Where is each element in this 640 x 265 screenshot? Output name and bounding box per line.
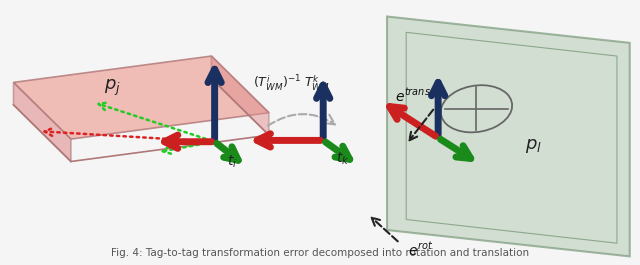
Text: $p_l$: $p_l$ [525, 137, 542, 155]
Polygon shape [13, 82, 71, 161]
Polygon shape [387, 16, 630, 257]
Text: $t_k$: $t_k$ [336, 151, 349, 167]
Text: $p_j$: $p_j$ [104, 78, 121, 98]
Text: $e^{trans}$: $e^{trans}$ [395, 87, 431, 104]
Text: $t_i$: $t_i$ [227, 154, 237, 170]
Text: Fig. 4: Tag-to-tag transformation error decomposed into rotation and translation: Fig. 4: Tag-to-tag transformation error … [111, 248, 529, 258]
Text: $e^{rot}$: $e^{rot}$ [408, 241, 433, 259]
Polygon shape [211, 56, 269, 135]
Polygon shape [13, 56, 269, 139]
Text: $(T^i_{WM})^{-1}$ $T^k_{WM}$: $(T^i_{WM})^{-1}$ $T^k_{WM}$ [253, 74, 330, 94]
